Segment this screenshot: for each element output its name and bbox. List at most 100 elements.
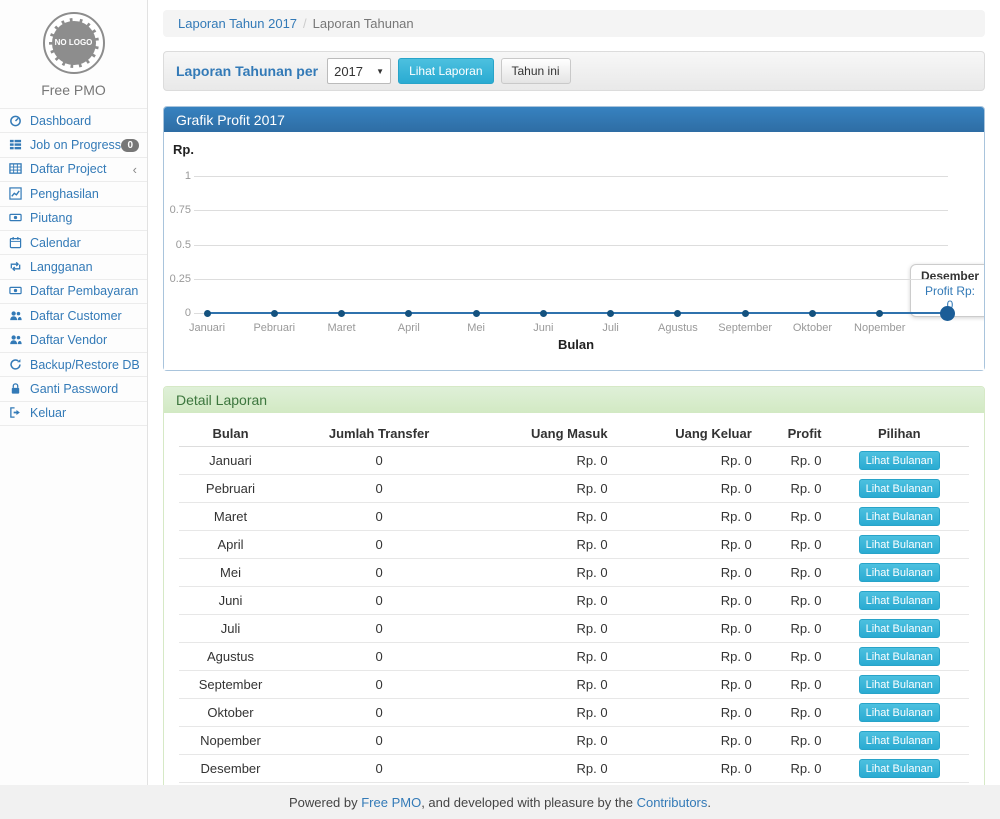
table-cell: Rp. 0: [616, 447, 760, 475]
lihat-bulanan-button[interactable]: Lihat Bulanan: [859, 591, 940, 610]
lihat-bulanan-button[interactable]: Lihat Bulanan: [859, 703, 940, 722]
chart-x-tick: Nopember: [842, 322, 918, 334]
table-cell: 0: [282, 559, 476, 587]
table-action-cell: Lihat Bulanan: [830, 671, 969, 699]
report-col-header: Jumlah Transfer: [282, 421, 476, 447]
chart-data-point-nopember[interactable]: [876, 310, 883, 317]
table-cell: Rp. 0: [760, 643, 830, 671]
sidebar-item-penghasilan[interactable]: Penghasilan: [0, 182, 147, 206]
lihat-bulanan-button[interactable]: Lihat Bulanan: [859, 507, 940, 526]
sidebar-item-dashboard[interactable]: Dashboard: [0, 109, 147, 133]
lihat-bulanan-button[interactable]: Lihat Bulanan: [859, 759, 940, 778]
table-cell: Nopember: [179, 727, 282, 755]
chart-gridline: [194, 176, 948, 177]
chart-data-point-agustus[interactable]: [674, 310, 681, 317]
table-cell: Rp. 0: [476, 475, 615, 503]
free-pmo-link[interactable]: Free PMO: [361, 795, 421, 810]
chart-x-tick: Agustus: [640, 322, 716, 334]
breadcrumb-separator: /: [303, 16, 307, 31]
table-cell: Rp. 0: [760, 755, 830, 783]
table-cell: Maret: [179, 503, 282, 531]
sidebar: NO LOGO Free PMO DashboardJob on Progres…: [0, 0, 148, 785]
chart-data-point-juli[interactable]: [607, 310, 614, 317]
table-cell: Agustus: [179, 643, 282, 671]
chart-y-tick: 0.25: [164, 273, 191, 285]
chart-x-tick: Mei: [438, 322, 514, 334]
chart-x-axis-label: Bulan: [516, 337, 636, 352]
tahun-ini-button[interactable]: Tahun ini: [501, 58, 571, 84]
sidebar-item-label: Ganti Password: [30, 382, 139, 396]
sidebar-item-backup-restore-db[interactable]: Backup/Restore DB: [0, 353, 147, 377]
chart-data-point-pebruari[interactable]: [271, 310, 278, 317]
lihat-bulanan-button[interactable]: Lihat Bulanan: [859, 451, 940, 470]
lihat-bulanan-button[interactable]: Lihat Bulanan: [859, 479, 940, 498]
sidebar-item-label: Langganan: [30, 260, 139, 274]
table-cell: Desember: [179, 755, 282, 783]
sidebar-item-piutang[interactable]: Piutang: [0, 207, 147, 231]
table-action-cell: Lihat Bulanan: [830, 587, 969, 615]
table-row: Juni0Rp. 0Rp. 0Rp. 0Lihat Bulanan: [179, 587, 969, 615]
table-action-cell: Lihat Bulanan: [830, 727, 969, 755]
year-select[interactable]: 2017 ▼: [327, 58, 391, 84]
table-cell: Rp. 0: [616, 475, 760, 503]
table-cell: Rp. 0: [476, 671, 615, 699]
sidebar-item-daftar-pembayaran[interactable]: Daftar Pembayaran: [0, 280, 147, 304]
sidebar-item-label: Calendar: [30, 236, 139, 250]
sidebar-item-label: Keluar: [30, 406, 139, 420]
sidebar-item-daftar-vendor[interactable]: Daftar Vendor: [0, 329, 147, 353]
lihat-laporan-button[interactable]: Lihat Laporan: [398, 58, 493, 84]
lihat-bulanan-button[interactable]: Lihat Bulanan: [859, 731, 940, 750]
lihat-bulanan-button[interactable]: Lihat Bulanan: [859, 619, 940, 638]
chevron-left-icon: ‹: [133, 162, 139, 177]
table-cell: Rp. 0: [476, 531, 615, 559]
chart-data-point-desember[interactable]: [940, 306, 955, 321]
table-cell: Rp. 0: [476, 615, 615, 643]
chart-y-axis-label: Rp.: [173, 142, 194, 157]
filter-label: Laporan Tahunan per: [176, 63, 318, 79]
lihat-bulanan-button[interactable]: Lihat Bulanan: [859, 675, 940, 694]
sidebar-item-langganan[interactable]: Langganan: [0, 255, 147, 279]
lihat-bulanan-button[interactable]: Lihat Bulanan: [859, 647, 940, 666]
table-cell: Rp. 0: [476, 503, 615, 531]
chart-data-point-juni[interactable]: [540, 310, 547, 317]
table-action-cell: Lihat Bulanan: [830, 559, 969, 587]
table-action-cell: Lihat Bulanan: [830, 615, 969, 643]
table-cell: 0: [282, 531, 476, 559]
sidebar-item-label: Dashboard: [30, 114, 139, 128]
breadcrumb-link-laporan-tahun[interactable]: Laporan Tahun 2017: [178, 16, 297, 31]
lihat-bulanan-button[interactable]: Lihat Bulanan: [859, 535, 940, 554]
lihat-bulanan-button[interactable]: Lihat Bulanan: [859, 563, 940, 582]
chart-gridline: [194, 210, 948, 211]
table-cell: Rp. 0: [476, 755, 615, 783]
sidebar-item-calendar[interactable]: Calendar: [0, 231, 147, 255]
chart-data-point-januari[interactable]: [204, 310, 211, 317]
sidebar-item-keluar[interactable]: Keluar: [0, 402, 147, 426]
chart-x-tick: Pebruari: [236, 322, 312, 334]
chart-data-point-mei[interactable]: [473, 310, 480, 317]
sidebar-item-ganti-password[interactable]: Ganti Password: [0, 377, 147, 401]
profit-chart-panel: Grafik Profit 2017 Rp. Desember Profit R…: [163, 106, 985, 371]
table-cell: Rp. 0: [616, 699, 760, 727]
report-table: BulanJumlah TransferUang MasukUang Kelua…: [179, 421, 969, 807]
chart-data-point-maret[interactable]: [338, 310, 345, 317]
table-cell: Rp. 0: [616, 503, 760, 531]
chart-data-point-april[interactable]: [405, 310, 412, 317]
chart-data-point-september[interactable]: [742, 310, 749, 317]
sidebar-item-daftar-project[interactable]: Daftar Project‹: [0, 158, 147, 182]
main-content: Laporan Tahun 2017 / Laporan Tahunan Lapor…: [148, 0, 1000, 785]
sidebar-item-daftar-customer[interactable]: Daftar Customer: [0, 304, 147, 328]
breadcrumb-current: Laporan Tahunan: [313, 16, 414, 31]
calendar-icon: [9, 236, 26, 250]
sidebar-item-job-on-progress[interactable]: Job on Progress0: [0, 133, 147, 157]
table-cell: Pebruari: [179, 475, 282, 503]
chart-x-tick: September: [707, 322, 783, 334]
contributors-link[interactable]: Contributors: [637, 795, 708, 810]
report-table-header-row: BulanJumlah TransferUang MasukUang Kelua…: [179, 421, 969, 447]
table-row: Agustus0Rp. 0Rp. 0Rp. 0Lihat Bulanan: [179, 643, 969, 671]
table-row: Pebruari0Rp. 0Rp. 0Rp. 0Lihat Bulanan: [179, 475, 969, 503]
dashboard-icon: [9, 114, 26, 128]
sidebar-item-label: Daftar Customer: [30, 309, 139, 323]
report-col-header: Pilihan: [830, 421, 969, 447]
table-cell: Rp. 0: [616, 587, 760, 615]
chart-data-point-oktober[interactable]: [809, 310, 816, 317]
